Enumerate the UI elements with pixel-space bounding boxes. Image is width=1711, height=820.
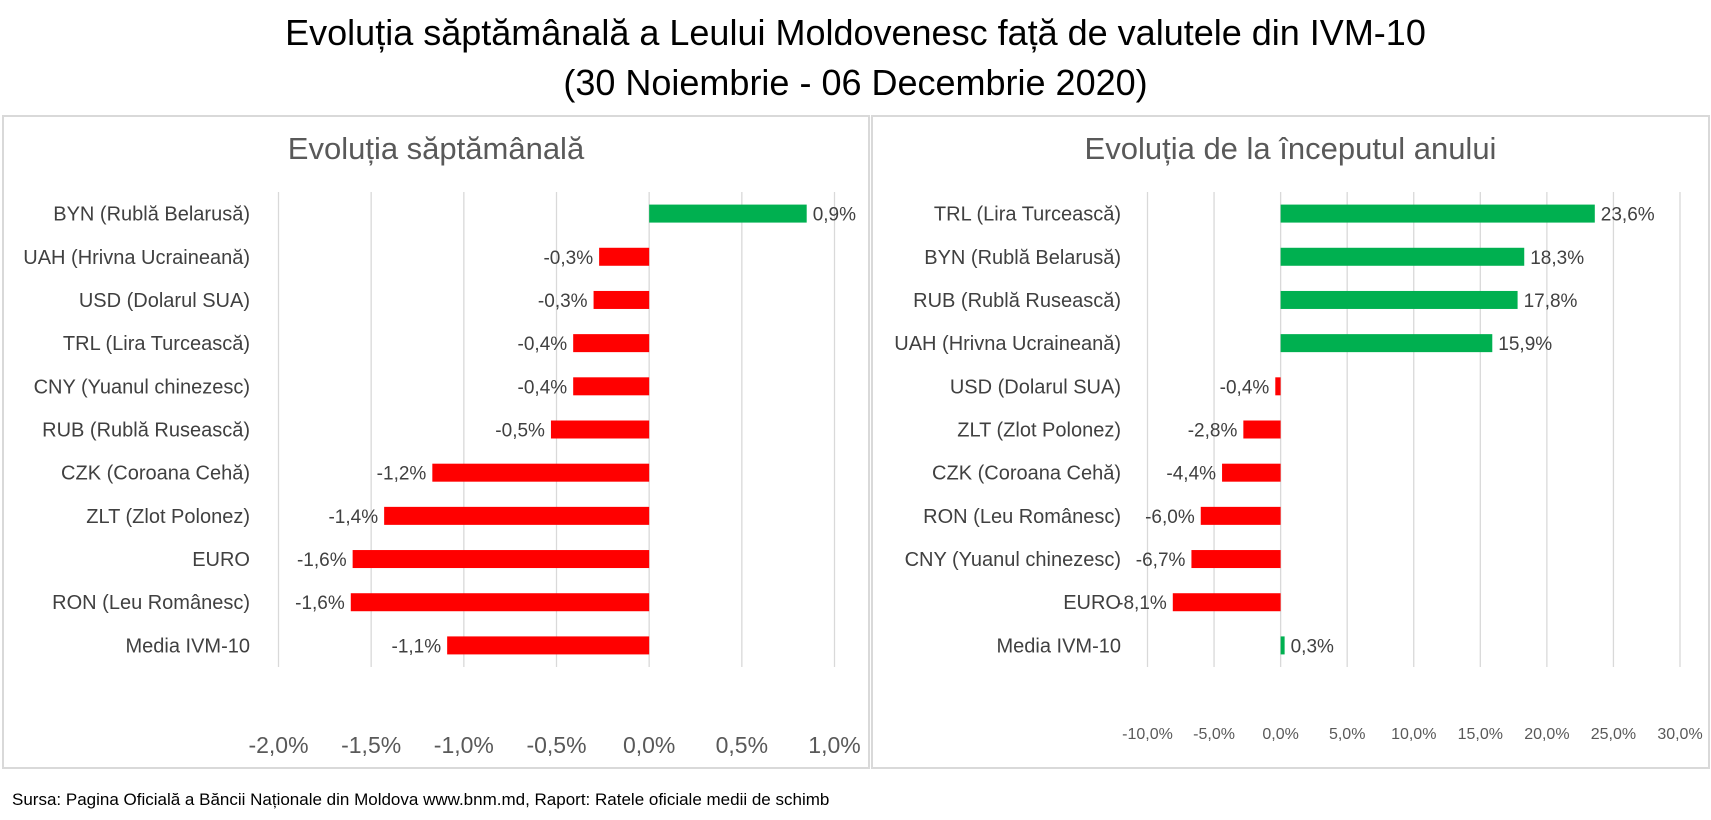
- category-label: BYN (Rublă Belarusă): [924, 247, 1121, 269]
- category-label: CNY (Yuanul chinezesc): [34, 376, 250, 398]
- bar: [384, 506, 650, 525]
- bar: [649, 204, 807, 223]
- main-title-line2: (30 Noiembrie - 06 Decembrie 2020): [563, 62, 1148, 103]
- data-label: -0,3%: [543, 248, 593, 269]
- weekly-chart-svg: -2,0% -1,5% -1,0% -0,5% 0,0% 0,5% 1,0% BYN (Rub…: [23, 192, 861, 758]
- main-title: Evoluția săptămânală a Leului Moldovenes…: [0, 8, 1711, 108]
- data-label: -1,6%: [297, 550, 347, 571]
- bar: [1275, 377, 1281, 396]
- category-label: USD (Dolarul SUA): [79, 290, 250, 312]
- x-tick-label: -2,0%: [248, 732, 308, 758]
- data-label: -6,7%: [1136, 550, 1186, 571]
- data-label: -4,4%: [1166, 464, 1216, 485]
- x-tick-label: -0,5%: [526, 732, 586, 758]
- x-tick-label: 5,0%: [1329, 726, 1365, 743]
- category-label: Media IVM-10: [126, 635, 251, 657]
- bar: [350, 593, 650, 612]
- category-label: RUB (Rublă Rusească): [42, 420, 250, 442]
- bar: [550, 420, 650, 439]
- bar: [1280, 204, 1595, 223]
- data-label: 18,3%: [1530, 248, 1584, 269]
- bar: [1280, 636, 1285, 655]
- x-tick-label: 0,0%: [1262, 726, 1298, 743]
- x-tick-label: -1,5%: [341, 732, 401, 758]
- x-tick-label: 1,0%: [808, 732, 860, 758]
- category-label: RON (Leu Românesc): [52, 592, 250, 614]
- data-label: 17,8%: [1524, 291, 1578, 312]
- category-label: RUB (Rublă Rusească): [913, 290, 1121, 312]
- x-tick-label: -1,0%: [434, 732, 494, 758]
- data-label: 15,9%: [1498, 334, 1552, 355]
- x-tick-label: 15,0%: [1458, 726, 1503, 743]
- category-label: BYN (Rublă Belarusă): [53, 204, 250, 226]
- x-tick-label: 0,0%: [623, 732, 675, 758]
- data-label: -0,4%: [518, 377, 568, 398]
- category-label: CZK (Coroana Cehă): [932, 463, 1121, 485]
- source-note: Sursa: Pagina Oficială a Băncii Național…: [12, 790, 830, 809]
- ytd-chart-svg: -10,0% -5,0% 0,0% 5,0% 10,0% 15,0% 20,0% 25,0% 3…: [894, 192, 1703, 743]
- data-label: -6,0%: [1145, 507, 1195, 528]
- category-label: USD (Dolarul SUA): [950, 376, 1121, 398]
- weekly-chart-panel: Evoluția săptămânală -2,0% -1,5% -1,0% -0,5…: [2, 115, 870, 769]
- data-label: -1,6%: [295, 593, 345, 614]
- bar: [573, 377, 650, 396]
- category-label: UAH (Hrivna Ucraineană): [894, 333, 1121, 355]
- data-label: -0,5%: [495, 421, 545, 442]
- data-label: -0,3%: [538, 291, 588, 312]
- data-label: -0,4%: [1220, 377, 1270, 398]
- data-label: -1,2%: [377, 464, 427, 485]
- category-label: Media IVM-10: [997, 635, 1122, 657]
- x-tick-label: 30,0%: [1657, 726, 1702, 743]
- ytd-chart-title: Evoluția de la începutul anului: [1084, 131, 1497, 166]
- category-label: TRL (Lira Turcească): [63, 333, 250, 355]
- bar: [432, 463, 650, 482]
- category-label: EURO: [192, 549, 250, 571]
- bar: [1280, 290, 1518, 309]
- category-label: CZK (Coroana Cehă): [61, 463, 250, 485]
- x-tick-label: 0,5%: [716, 732, 768, 758]
- bar: [593, 290, 650, 309]
- x-tick-label: -5,0%: [1193, 726, 1235, 743]
- category-label: RON (Leu Românesc): [923, 506, 1121, 528]
- data-label: 0,3%: [1291, 636, 1334, 657]
- x-tick-label: 25,0%: [1591, 726, 1636, 743]
- category-label: ZLT (Zlot Polonez): [957, 420, 1121, 442]
- bar: [1222, 463, 1281, 482]
- category-label: TRL (Lira Turcească): [934, 204, 1121, 226]
- data-label: 0,9%: [813, 205, 856, 226]
- data-label: -2,8%: [1188, 421, 1238, 442]
- x-tick-label: 20,0%: [1524, 726, 1569, 743]
- data-label: -1,4%: [328, 507, 378, 528]
- data-label: -8,1%: [1117, 593, 1167, 614]
- x-tick-label: -10,0%: [1122, 726, 1173, 743]
- category-label: EURO: [1063, 592, 1121, 614]
- bar: [573, 334, 650, 353]
- data-label: -1,1%: [392, 636, 442, 657]
- data-label: 23,6%: [1601, 205, 1655, 226]
- ytd-chart-panel: Evoluția de la începutul anului -10,0% -5…: [871, 115, 1710, 769]
- bar: [1191, 550, 1281, 569]
- bar: [1280, 247, 1525, 266]
- bar: [447, 636, 650, 655]
- main-title-line1: Evoluția săptămânală a Leului Moldovenes…: [285, 12, 1426, 53]
- x-tick-label: 10,0%: [1391, 726, 1436, 743]
- data-label: -0,4%: [518, 334, 568, 355]
- bar: [1280, 334, 1493, 353]
- bar: [1172, 593, 1281, 612]
- category-label: UAH (Hrivna Ucraineană): [23, 247, 250, 269]
- bar: [352, 550, 650, 569]
- bar: [1200, 506, 1281, 525]
- bar: [599, 247, 650, 266]
- bar: [1243, 420, 1281, 439]
- category-label: ZLT (Zlot Polonez): [86, 506, 250, 528]
- category-label: CNY (Yuanul chinezesc): [905, 549, 1121, 571]
- weekly-chart-title: Evoluția săptămânală: [287, 131, 585, 166]
